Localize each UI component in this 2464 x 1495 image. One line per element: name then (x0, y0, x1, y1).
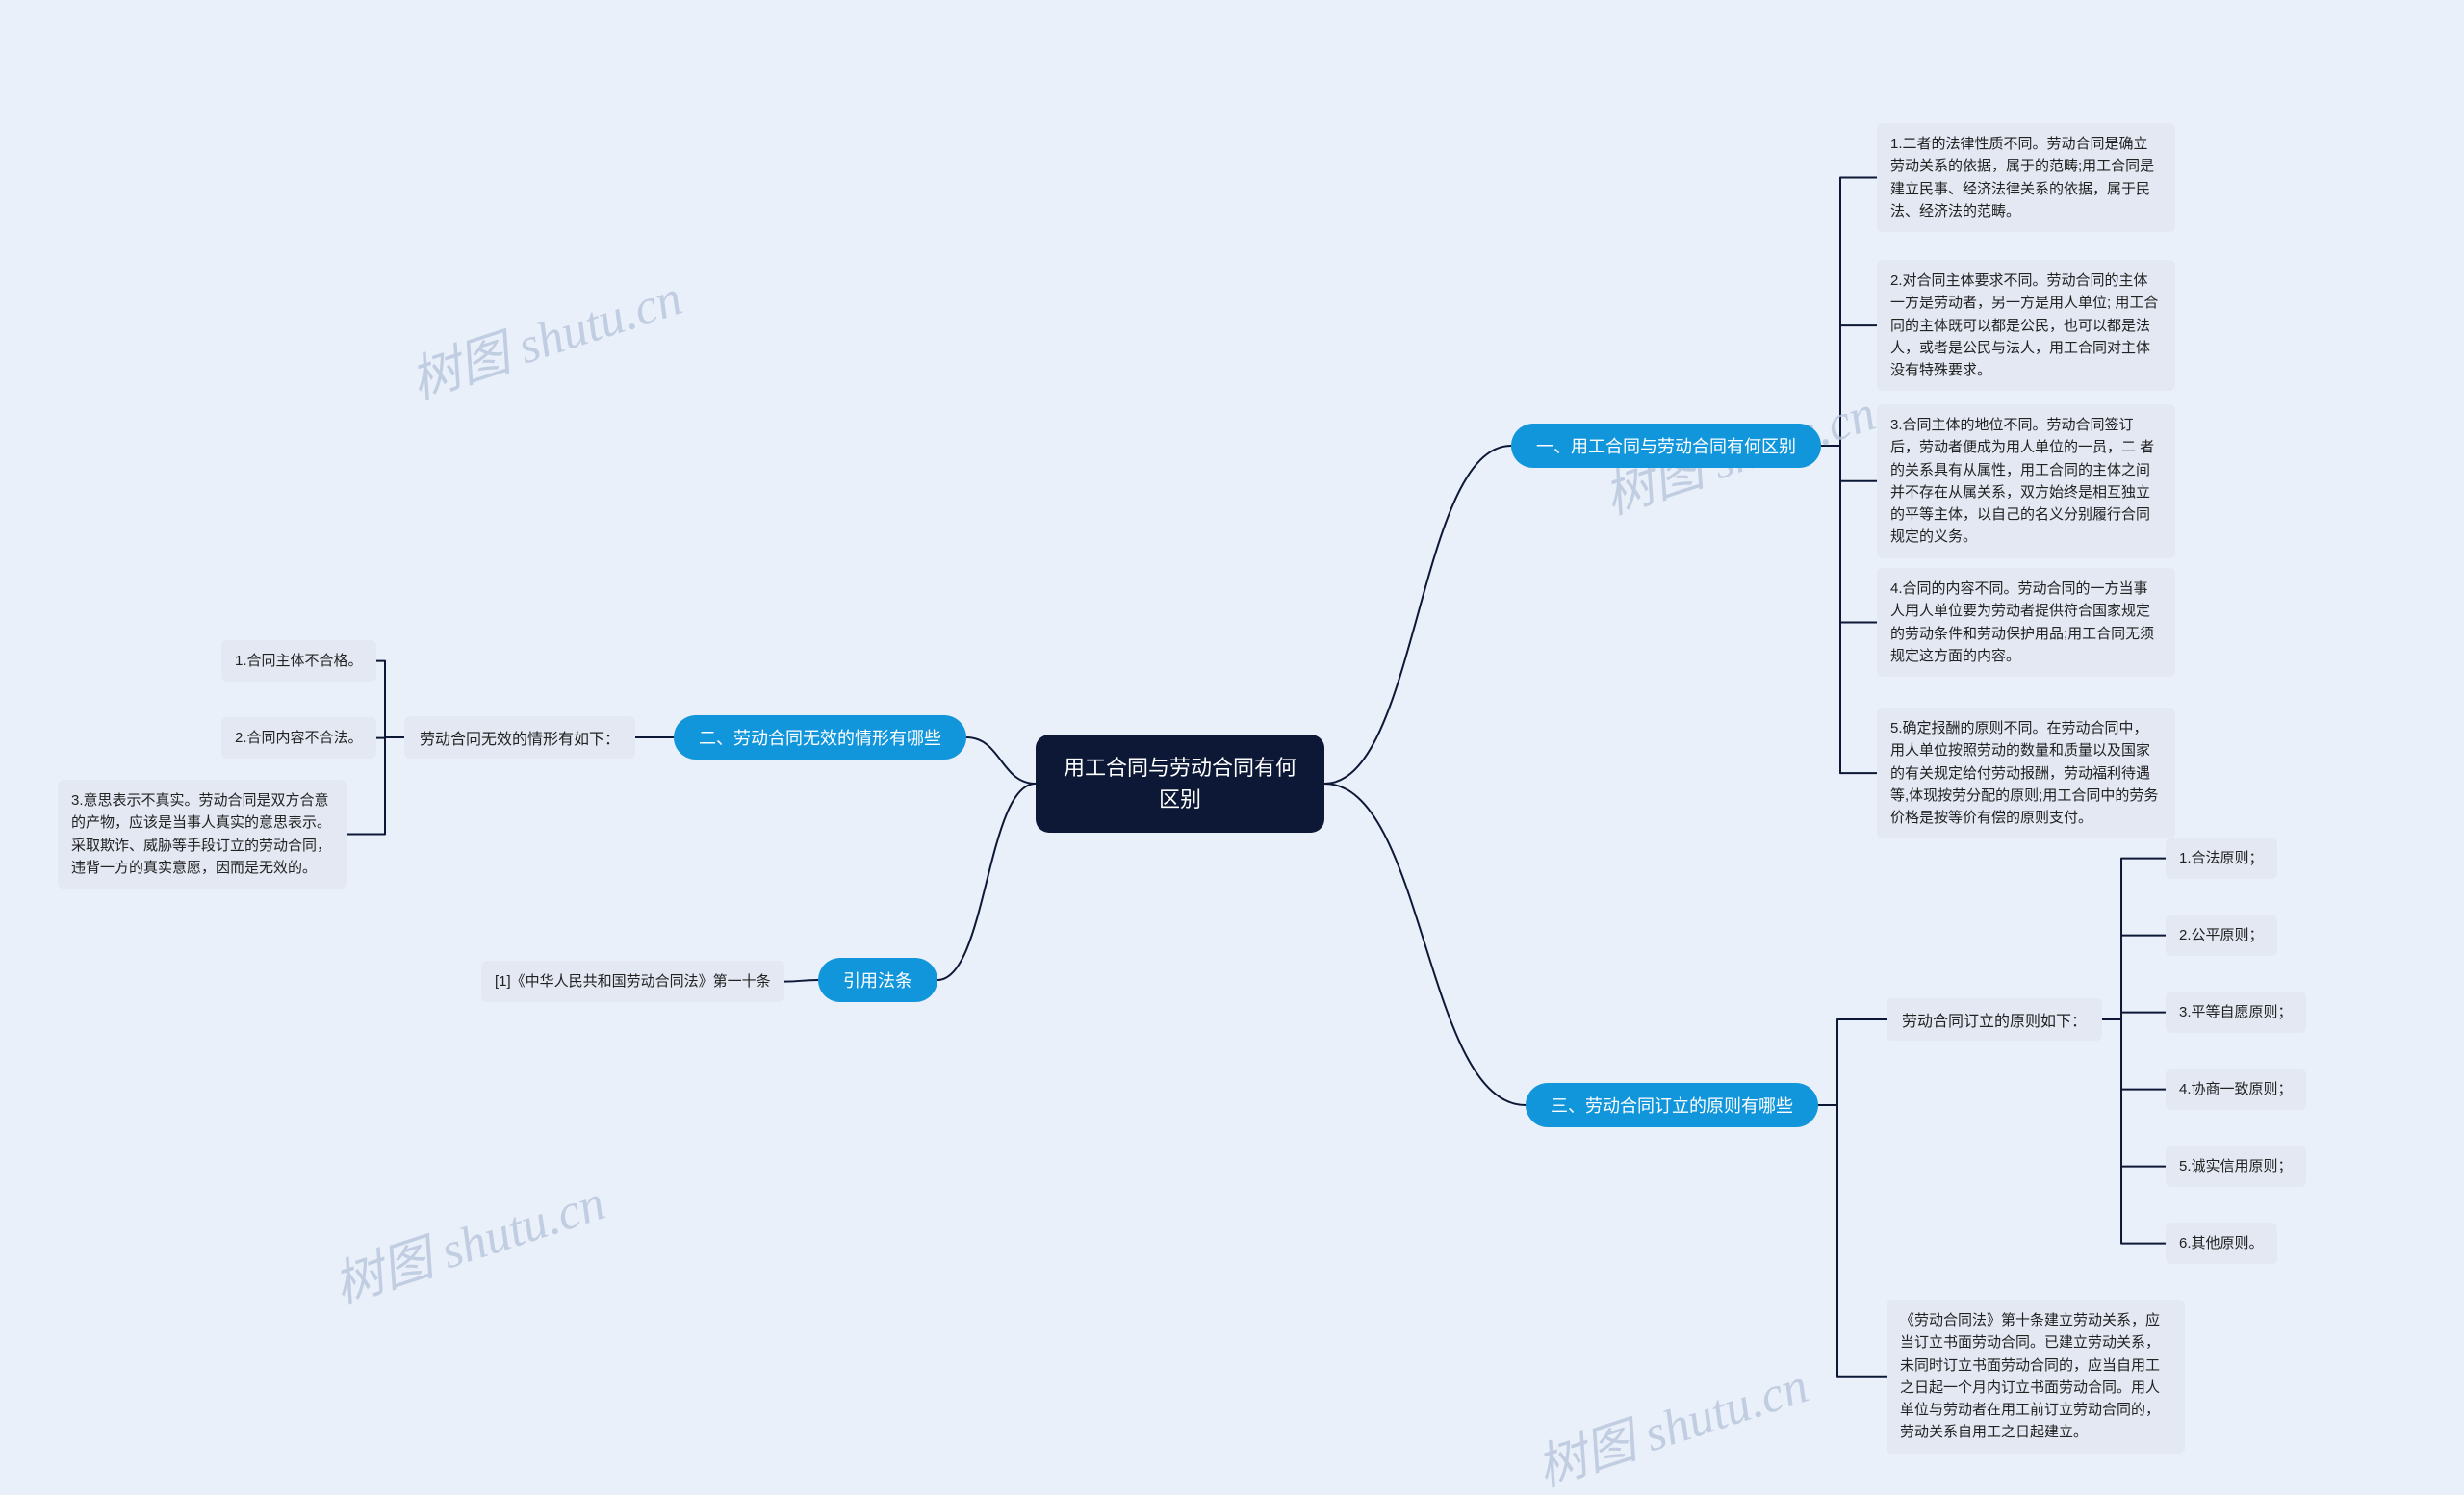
branch-3[interactable]: 三、劳动合同订立的原则有哪些 (1526, 1083, 1818, 1127)
leaf-b1-2[interactable]: 2.对合同主体要求不同。劳动合同的主体一方是劳动者，另一方是用人单位; 用工合同… (1877, 260, 2175, 391)
watermark: 树图 shutu.cn (1527, 1345, 1816, 1495)
subhead-b3[interactable]: 劳动合同订立的原则如下： (1886, 998, 2102, 1041)
leaf-b2-3[interactable]: 3.意思表示不真实。劳动合同是双方合意的产物，应该是当事人真实的意思表示。采取欺… (58, 780, 346, 889)
leaf-b2-1[interactable]: 1.合同主体不合格。 (221, 640, 376, 682)
leaf-b1-1[interactable]: 1.二者的法律性质不同。劳动合同是确立劳动关系的依据，属于的范畴;用工合同是建立… (1877, 123, 2175, 232)
watermark: 树图 shutu.cn (400, 257, 690, 412)
branch-1[interactable]: 一、用工合同与劳动合同有何区别 (1511, 424, 1821, 468)
leaf-b3-4[interactable]: 4.协商一致原则； (2166, 1069, 2306, 1110)
leaf-b3-2[interactable]: 2.公平原则； (2166, 915, 2277, 956)
leaf-b3-law[interactable]: 《劳动合同法》第十条建立劳动关系，应当订立书面劳动合同。已建立劳动关系，未同时订… (1886, 1300, 2185, 1454)
leaf-b1-3[interactable]: 3.合同主体的地位不同。劳动合同签订后，劳动者便成为用人单位的一员，二 者的关系… (1877, 404, 2175, 558)
leaf-b3-1[interactable]: 1.合法原则； (2166, 838, 2277, 879)
subhead-b2[interactable]: 劳动合同无效的情形有如下： (404, 716, 635, 759)
branch-2[interactable]: 二、劳动合同无效的情形有哪些 (674, 715, 966, 760)
leaf-b4-1[interactable]: [1]《中华人民共和国劳动合同法》第一十条 (481, 961, 784, 1002)
leaf-b3-5[interactable]: 5.诚实信用原则； (2166, 1146, 2306, 1187)
leaf-b1-4[interactable]: 4.合同的内容不同。劳动合同的一方当事人用人单位要为劳动者提供符合国家规定的劳动… (1877, 568, 2175, 677)
leaf-b3-3[interactable]: 3.平等自愿原则； (2166, 992, 2306, 1033)
branch-4[interactable]: 引用法条 (818, 958, 937, 1002)
mindmap-root[interactable]: 用工合同与劳动合同有何区别 (1036, 735, 1324, 833)
watermark: 树图 shutu.cn (323, 1162, 613, 1317)
leaf-b3-6[interactable]: 6.其他原则。 (2166, 1223, 2277, 1264)
leaf-b2-2[interactable]: 2.合同内容不合法。 (221, 717, 376, 759)
leaf-b1-5[interactable]: 5.确定报酬的原则不同。在劳动合同中，用人单位按照劳动的数量和质量以及国家的有关… (1877, 708, 2175, 838)
